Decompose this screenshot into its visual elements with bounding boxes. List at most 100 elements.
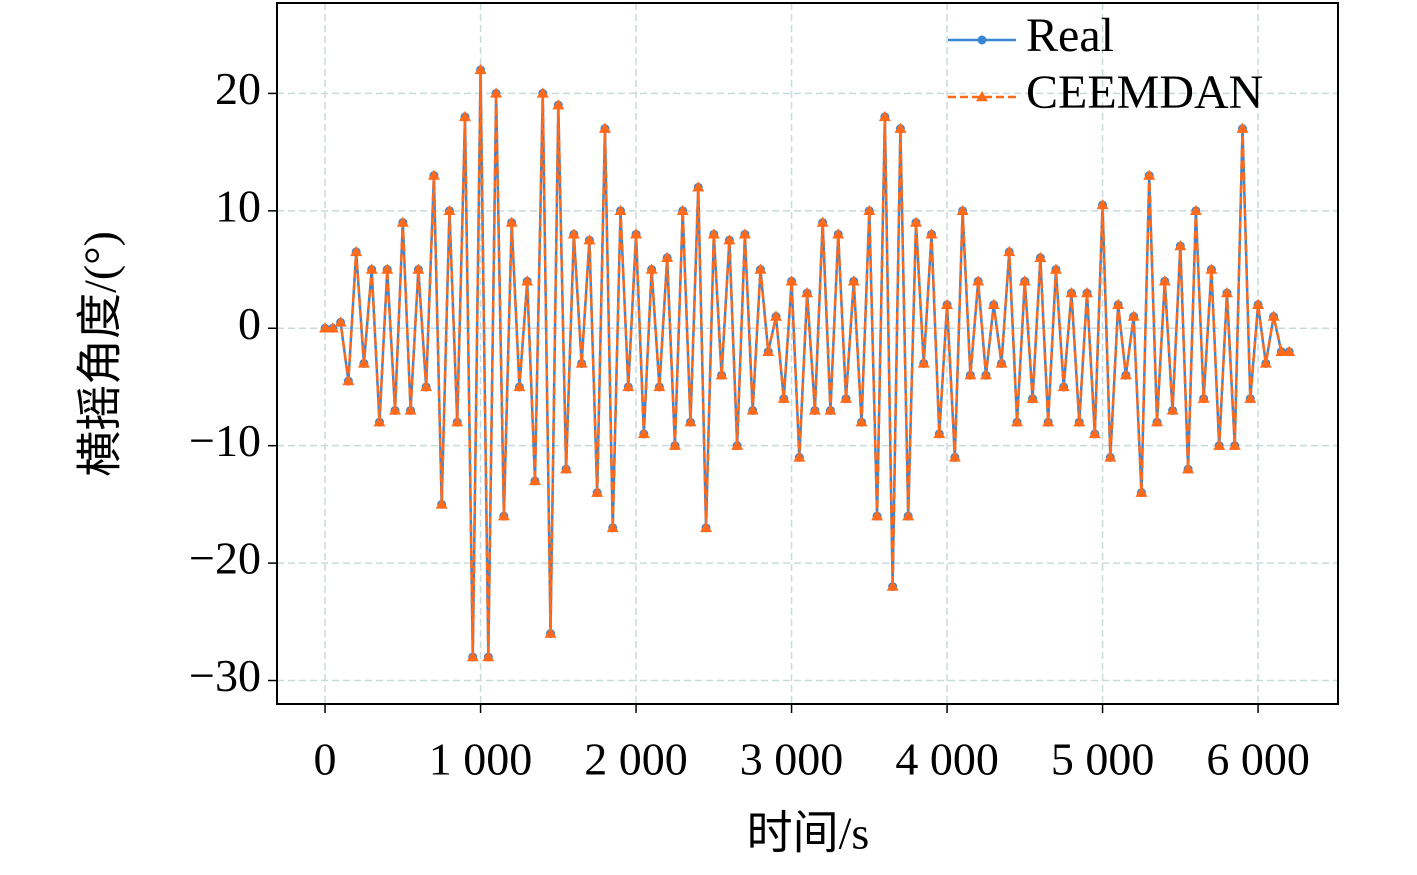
marker xyxy=(560,463,573,474)
marker xyxy=(995,357,1008,368)
marker xyxy=(1213,439,1226,450)
marker xyxy=(863,204,876,216)
marker xyxy=(956,204,969,216)
marker xyxy=(964,369,977,380)
marker xyxy=(482,651,495,662)
marker xyxy=(902,510,915,521)
marker xyxy=(1166,404,1179,415)
marker xyxy=(941,298,954,309)
x-tick-label: 3 000 xyxy=(740,734,844,785)
marker xyxy=(583,234,596,245)
marker xyxy=(847,275,860,286)
marker xyxy=(1182,463,1195,474)
marker xyxy=(451,416,464,427)
marker xyxy=(1034,251,1047,263)
marker xyxy=(1042,416,1055,427)
marker xyxy=(746,404,759,415)
marker xyxy=(357,357,370,368)
legend-label: Real xyxy=(1026,9,1114,62)
marker xyxy=(1220,287,1233,298)
marker xyxy=(948,451,961,462)
marker xyxy=(1275,345,1288,356)
marker xyxy=(1003,245,1016,257)
marker xyxy=(1057,380,1070,392)
marker xyxy=(917,357,930,368)
marker xyxy=(389,404,402,415)
marker xyxy=(1096,198,1109,210)
marker xyxy=(1081,287,1094,298)
marker xyxy=(832,228,845,239)
marker xyxy=(420,380,433,392)
marker xyxy=(1065,287,1078,298)
marker xyxy=(435,498,448,509)
marker xyxy=(801,287,814,298)
marker xyxy=(373,416,386,427)
marker xyxy=(606,521,619,533)
y-tick-label: 20 xyxy=(215,63,261,114)
marker xyxy=(427,169,440,180)
marker xyxy=(676,204,689,216)
marker xyxy=(1205,263,1218,274)
marker xyxy=(513,380,526,392)
marker xyxy=(521,275,534,286)
marker xyxy=(466,651,479,662)
marker xyxy=(979,369,992,380)
y-tick-label: −30 xyxy=(189,650,261,701)
marker xyxy=(544,627,557,638)
marker xyxy=(785,275,798,286)
marker xyxy=(528,474,541,486)
marker xyxy=(1135,486,1148,497)
marker xyxy=(723,234,736,245)
marker xyxy=(661,251,674,263)
marker xyxy=(396,216,409,227)
marker xyxy=(731,439,744,450)
marker xyxy=(839,392,852,403)
marker xyxy=(738,228,751,239)
marker xyxy=(894,122,907,133)
marker xyxy=(987,298,1000,309)
y-axis-label: 横摇角度/(°) xyxy=(75,231,126,477)
marker xyxy=(855,416,868,427)
marker xyxy=(637,427,650,439)
x-tick-label: 1 000 xyxy=(429,734,533,785)
marker xyxy=(497,510,510,521)
marker xyxy=(808,404,821,415)
x-tick-label: 6 000 xyxy=(1206,734,1310,785)
marker xyxy=(1119,369,1132,380)
marker xyxy=(591,486,604,497)
marker xyxy=(645,263,658,274)
marker xyxy=(668,439,681,450)
marker xyxy=(770,310,783,321)
marker xyxy=(977,35,987,45)
marker xyxy=(1259,357,1272,368)
marker xyxy=(1088,427,1101,439)
marker xyxy=(925,228,938,239)
marker xyxy=(1143,169,1156,180)
x-tick-label: 2 000 xyxy=(584,734,688,785)
marker xyxy=(1049,263,1062,274)
marker xyxy=(505,216,518,227)
marker xyxy=(878,110,891,122)
marker xyxy=(1267,310,1280,321)
x-tick-label: 4 000 xyxy=(895,734,999,785)
marker xyxy=(684,416,697,427)
plot xyxy=(319,63,1296,662)
marker xyxy=(972,275,985,286)
marker xyxy=(1244,392,1257,403)
marker xyxy=(700,521,713,533)
marker xyxy=(1018,275,1031,286)
marker xyxy=(777,392,790,403)
y-tick-label: −10 xyxy=(189,415,261,466)
marker xyxy=(909,216,922,227)
marker xyxy=(614,204,627,216)
marker xyxy=(443,204,456,216)
marker xyxy=(1150,416,1163,427)
marker xyxy=(350,245,363,257)
marker xyxy=(365,263,378,274)
marker xyxy=(1073,416,1086,427)
x-tick-label: 5 000 xyxy=(1051,734,1155,785)
marker xyxy=(1252,298,1265,309)
marker xyxy=(824,404,837,415)
marker xyxy=(326,322,339,333)
marker xyxy=(334,316,347,327)
